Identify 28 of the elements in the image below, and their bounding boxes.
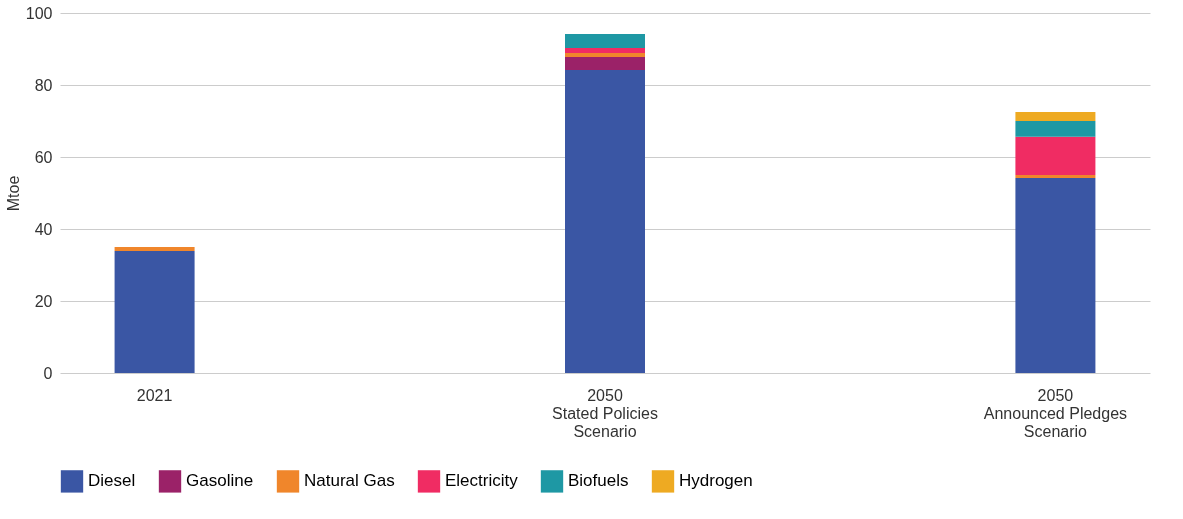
legend-label: Biofuels <box>568 471 629 491</box>
x-tick-label: 2050 Stated Policies Scenario <box>552 386 658 440</box>
bar <box>565 47 645 53</box>
y-axis-title: Mtoe <box>4 175 22 212</box>
bar <box>114 250 195 373</box>
y-tick-label: 20 <box>34 292 53 310</box>
x-tick-label: 2021 <box>136 386 173 404</box>
y-tick-label: 40 <box>34 220 53 238</box>
bar <box>1015 121 1096 137</box>
bar <box>565 33 645 48</box>
bar <box>565 52 645 57</box>
x-tick-label: 2050 Announced Pledges Scenario <box>983 386 1128 440</box>
y-tick-label: 100 <box>25 4 53 22</box>
legend-label: Hydrogen <box>679 471 753 491</box>
legend-label: Natural Gas <box>304 471 395 491</box>
legend-label: Electricity <box>445 471 519 491</box>
y-tick-label: 80 <box>34 76 53 94</box>
bar <box>1015 175 1096 178</box>
bar <box>1015 112 1096 121</box>
bar <box>1015 136 1096 175</box>
legend-label: Diesel <box>88 471 136 491</box>
legend-label: Gasoline <box>186 471 254 491</box>
bar <box>114 247 195 251</box>
y-tick-label: 0 <box>43 364 53 382</box>
bar <box>1015 177 1096 373</box>
y-tick-label: 60 <box>34 148 53 166</box>
bar <box>565 69 645 373</box>
bar <box>565 56 645 70</box>
